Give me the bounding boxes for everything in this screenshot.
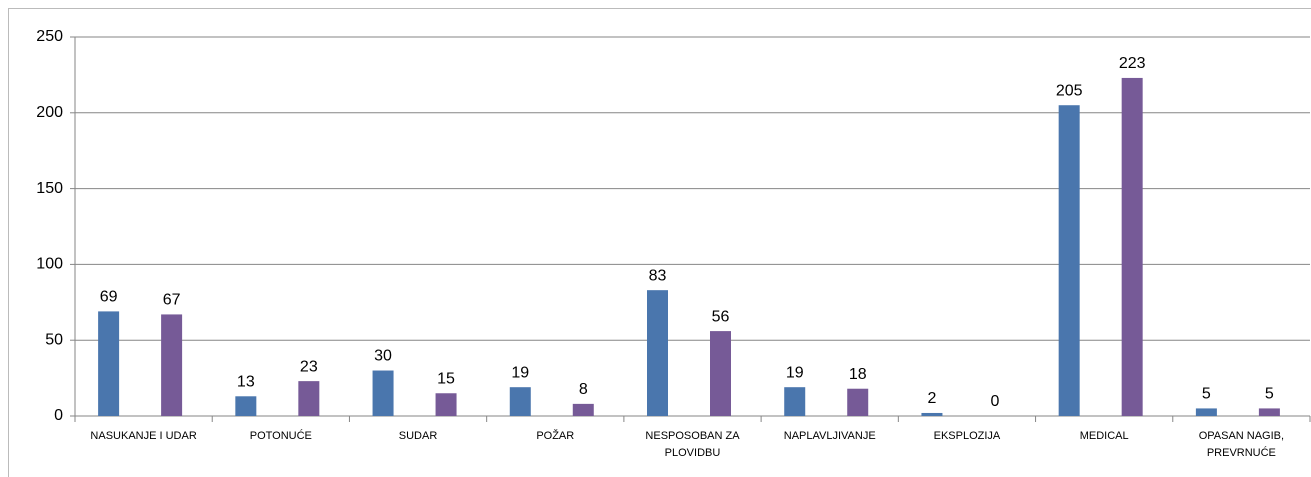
data-label: 19 — [511, 364, 529, 381]
bar — [298, 381, 320, 416]
bar — [647, 290, 668, 416]
data-label: 69 — [100, 289, 118, 306]
data-label: 19 — [786, 364, 804, 381]
data-label: 30 — [374, 348, 392, 365]
x-tick-label: NESPOSOBAN ZA PLOVIDBU — [645, 430, 740, 459]
bar — [235, 396, 257, 416]
x-tick-label: NAPLAVLJIVANJE — [783, 430, 876, 442]
bar — [1058, 105, 1080, 416]
data-label: 0 — [990, 393, 999, 410]
y-tick-label: 250 — [36, 28, 63, 45]
data-label: 18 — [849, 366, 867, 383]
y-tick-label: 50 — [45, 331, 63, 348]
data-label: 2 — [927, 390, 936, 407]
x-tick-label: OPASAN NAGIB, PREVRNUĆE — [1198, 430, 1285, 459]
bar — [509, 387, 531, 416]
x-tick-label: MEDICAL — [1079, 430, 1129, 442]
bar — [1258, 408, 1280, 416]
y-tick-label: 150 — [36, 180, 63, 197]
y-tick-label: 100 — [36, 256, 63, 273]
bar — [1195, 408, 1217, 416]
data-label: 67 — [163, 292, 181, 309]
bar — [1121, 77, 1143, 416]
data-label: 15 — [437, 370, 455, 387]
data-label: 56 — [712, 308, 730, 325]
bar — [435, 393, 457, 416]
bar — [372, 370, 394, 416]
data-label: 5 — [1265, 386, 1274, 403]
data-label: 205 — [1056, 82, 1083, 99]
chart-frame — [8, 8, 1311, 477]
bar — [921, 412, 943, 416]
x-tick-label: EKSPLOZIJA — [933, 430, 1001, 442]
bar — [847, 388, 869, 416]
data-label: 23 — [300, 358, 318, 375]
x-tick-label: POŽAR — [536, 430, 575, 442]
data-label: 8 — [579, 381, 588, 398]
bar — [784, 387, 806, 416]
x-tick-label: NASUKANJE I UDAR — [90, 430, 197, 442]
bar — [161, 314, 183, 416]
y-tick-label: 0 — [54, 407, 63, 424]
y-tick-label: 200 — [36, 104, 63, 121]
bar — [710, 331, 731, 416]
x-tick-label: SUDAR — [398, 430, 438, 442]
data-label: 5 — [1202, 386, 1211, 403]
data-label: 83 — [649, 267, 667, 284]
bar — [572, 403, 594, 416]
data-label: 13 — [237, 374, 255, 391]
data-label: 223 — [1119, 55, 1146, 72]
bar — [98, 311, 120, 416]
x-tick-label: POTONUĆE — [249, 430, 312, 442]
